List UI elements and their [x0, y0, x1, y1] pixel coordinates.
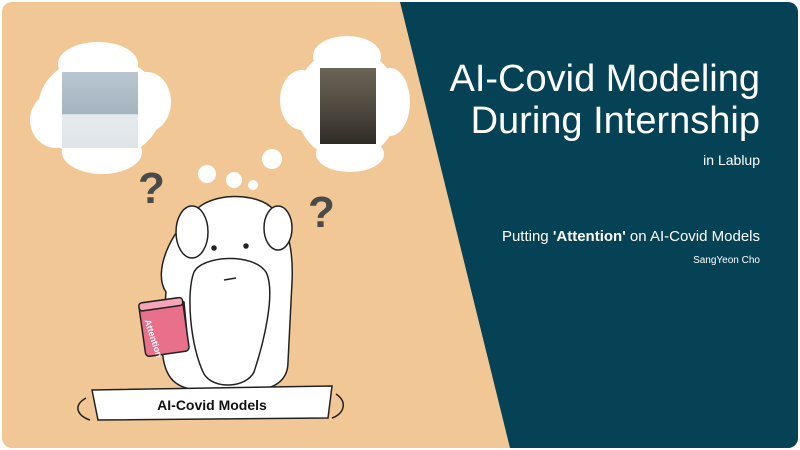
thought-photo-lab — [320, 68, 376, 144]
thought-photo-people — [62, 72, 138, 148]
author-name: SangYeon Cho — [693, 255, 760, 266]
question-mark-right: ? — [308, 188, 335, 237]
thought-dots — [198, 149, 282, 190]
character-illustration — [138, 195, 293, 391]
label-box-edge-right — [331, 393, 344, 419]
subtitle-prefix: Putting — [501, 228, 553, 245]
title-line-1: AI-Covid Modeling — [449, 58, 760, 100]
models-label: AI-Covid Models — [157, 397, 267, 413]
question-mark-left: ? — [138, 164, 165, 213]
label-box-shape — [91, 385, 333, 421]
subtitle-emphasis: 'Attention' — [552, 228, 626, 245]
title-line-2: During Internship — [470, 100, 760, 142]
slide-subtitle: Putting 'Attention' on AI-Covid Models — [502, 228, 760, 245]
right-panel — [400, 2, 798, 448]
subtitle-suffix: on AI-Covid Models — [625, 228, 760, 245]
slide-title: AI-Covid Modeling During Internship — [400, 58, 760, 142]
label-box-edge-left — [77, 397, 91, 421]
organization-text: in Lablup — [703, 152, 760, 168]
